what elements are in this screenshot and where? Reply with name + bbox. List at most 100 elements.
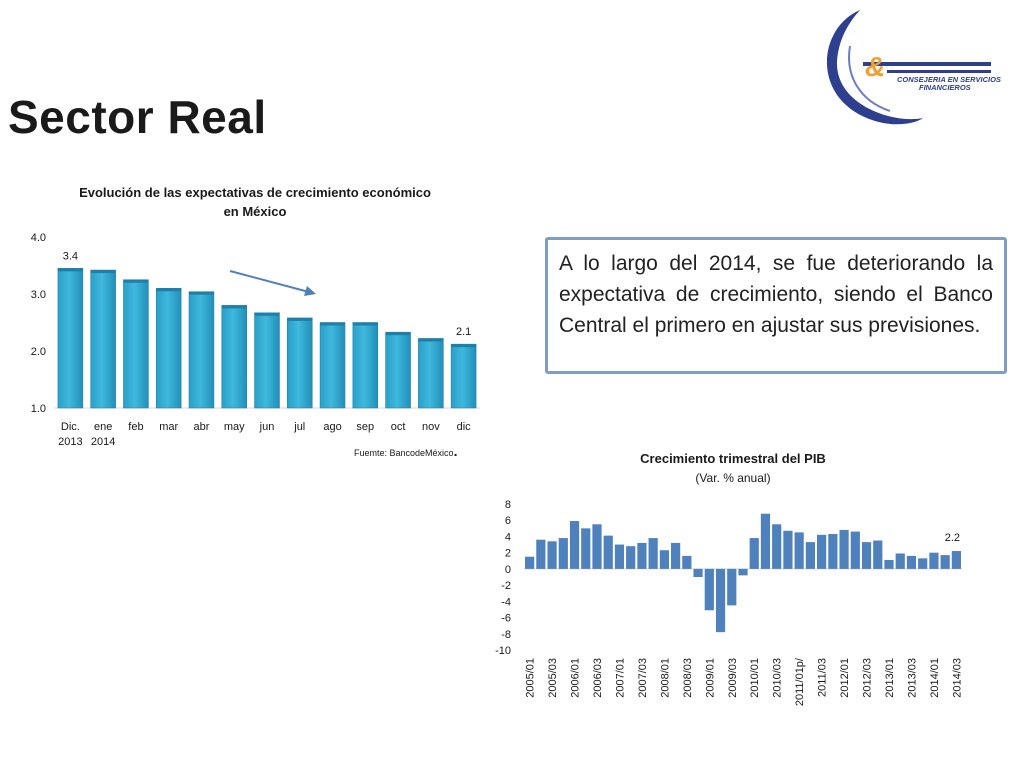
chart2-bar <box>749 538 759 569</box>
chart2-subtitle: (Var. % anual) <box>695 471 770 485</box>
chart2-xtick-label: 2005/03 <box>547 658 559 698</box>
chart2-bar <box>760 513 771 569</box>
chart1-category-label: may <box>224 421 245 433</box>
chart2-bar <box>547 541 557 569</box>
chart1-category-label: nov <box>422 421 440 433</box>
chart2-xtick-label: 2007/01 <box>614 658 626 698</box>
chart2-bar <box>850 531 860 569</box>
chart2-bar <box>884 559 894 569</box>
chart2-bar <box>592 524 602 569</box>
chart1-bar-cap <box>287 317 313 321</box>
chart1-bar-cap <box>123 279 149 283</box>
chart2-xtick-label: 2012/01 <box>839 658 851 698</box>
chart1-bar-cap <box>385 332 411 336</box>
chart2-bar <box>648 538 658 569</box>
chart1-category-label: oct <box>391 421 406 433</box>
logo-symbol: & <box>865 51 885 82</box>
chart2-xtick-label: 2011/01p/ <box>794 657 806 706</box>
chart2-bar <box>772 524 782 569</box>
chart2-bar <box>614 544 625 569</box>
chart1-data-label: 2.1 <box>456 326 471 338</box>
chart2-bar <box>727 568 737 606</box>
chart2-bar <box>929 552 939 569</box>
chart1-category-label: ene <box>94 421 112 433</box>
chart2-xtick-label: 2010/03 <box>772 658 784 698</box>
chart2-bar <box>693 568 703 577</box>
chart1-ytick-label: 3.0 <box>31 289 46 301</box>
commentary-text: A lo largo del 2014, se fue deteriorando… <box>559 252 993 337</box>
chart1-category-label: sep <box>356 421 374 433</box>
chart1-bar-cap <box>156 288 182 292</box>
chart2-bar <box>715 568 726 633</box>
chart2-bar <box>873 540 883 569</box>
chart1-title-line1: Evolución de las expectativas de crecimi… <box>79 185 431 200</box>
chart2-ytick-label: -6 <box>501 613 511 625</box>
logo-line1: CONSEJERIA EN SERVICIOS <box>897 75 1001 84</box>
chart2-xtick-label: 2007/03 <box>637 658 649 698</box>
chart2-bar <box>682 555 692 569</box>
chart2-ytick-label: 0 <box>505 564 511 576</box>
chart1-bar <box>450 343 477 409</box>
chart2-bar <box>637 542 647 569</box>
chart2-bar <box>671 542 681 569</box>
chart1-bar <box>352 322 379 409</box>
chart1-bar-cap <box>352 322 378 326</box>
chart1-bar-cap <box>451 344 477 348</box>
chart1-bar <box>123 279 149 409</box>
chart2-bar <box>581 528 591 569</box>
chart1-bar-cap <box>57 268 83 272</box>
chart2-bar <box>918 558 928 569</box>
chart2-bar <box>940 555 950 569</box>
chart1-data-label: 3.4 <box>63 250 78 262</box>
trend-arrow-line <box>229 270 310 293</box>
chart1-bar <box>287 317 313 409</box>
gdp-growth-bar-chart: Crecimiento trimestral del PIB (Var. % a… <box>495 451 963 706</box>
chart2-bar <box>626 546 636 569</box>
slide-title: Sector Real <box>8 91 267 143</box>
chart2-xtick-label: 2013/01 <box>884 658 896 698</box>
chart1-bar <box>155 288 182 409</box>
chart1-title-line2: en México <box>224 204 287 219</box>
chart2-data-label: 2.2 <box>945 532 960 544</box>
chart1-ytick-label: 1.0 <box>31 403 46 415</box>
chart2-bar <box>603 535 613 569</box>
chart1-bar-cap <box>254 312 280 316</box>
chart1-bar <box>221 305 247 409</box>
chart1-bar <box>57 268 84 409</box>
chart1-category-label: mar <box>159 421 178 433</box>
chart1-bar-cap <box>221 305 247 309</box>
chart2-bar <box>659 550 669 569</box>
chart1-bar-cap <box>320 322 345 326</box>
chart2-bar <box>828 534 838 569</box>
chart1-category-label: ago <box>323 421 341 433</box>
chart1-category-label: 2013 <box>58 436 82 448</box>
chart2-xtick-label: 2014/01 <box>929 658 941 698</box>
chart2-xtick-label: 2013/03 <box>906 658 918 698</box>
chart1-category-label: dic <box>457 421 472 433</box>
chart2-ytick-label: 8 <box>505 499 511 511</box>
chart2-xtick-label: 2006/01 <box>570 658 582 698</box>
chart1-category-label: jul <box>293 421 305 433</box>
chart1-bar <box>418 338 444 409</box>
chart2-xtick-label: 2011/03 <box>817 658 829 697</box>
logo-bar-top <box>863 62 991 66</box>
chart2-ytick-label: 6 <box>505 515 511 527</box>
chart2-xtick-label: 2008/01 <box>659 658 671 698</box>
chart2-bar <box>906 555 917 569</box>
chart2-xtick-label: 2009/01 <box>704 658 716 698</box>
chart1-category-label: Dic. <box>61 421 80 433</box>
chart1-category-label: 2014 <box>91 436 115 448</box>
chart1-bar-cap <box>90 270 116 274</box>
chart2-ytick-label: -10 <box>495 645 511 657</box>
chart2-xtick-label: 2012/03 <box>862 658 874 698</box>
chart2-xtick-label: 2008/03 <box>682 658 694 698</box>
chart1-bar <box>254 312 280 409</box>
chart2-bar <box>738 568 748 576</box>
expectations-bar-chart: Evolución de las expectativas de crecimi… <box>31 185 480 459</box>
chart2-bar <box>536 539 546 569</box>
chart1-category-label: feb <box>128 421 143 433</box>
chart2-xtick-label: 2014/03 <box>951 658 963 698</box>
chart2-bar <box>525 556 535 569</box>
chart1-category-label: abr <box>194 421 210 433</box>
chart2-bar <box>569 521 580 569</box>
